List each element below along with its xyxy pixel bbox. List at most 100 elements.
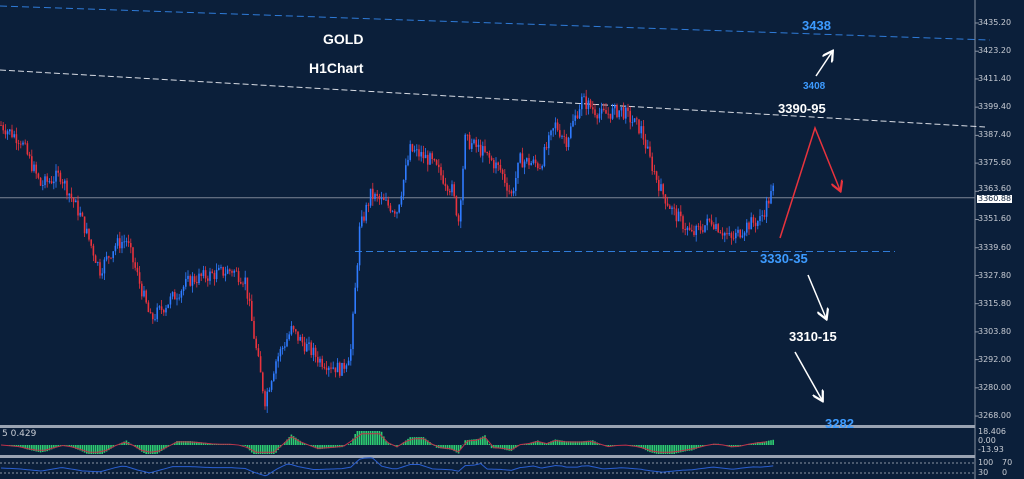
candle-body <box>719 232 722 234</box>
y-tick-label: 3315.80 <box>978 298 1012 308</box>
candle-body <box>253 320 255 339</box>
candle-body <box>583 96 585 98</box>
candle-body <box>112 251 114 258</box>
candle-body <box>429 153 431 165</box>
candle-body <box>730 233 733 238</box>
candle-body <box>622 107 625 119</box>
candle-body <box>468 134 471 149</box>
candle-body <box>534 159 537 164</box>
candle-body <box>279 349 282 357</box>
candle-body <box>22 142 24 145</box>
candle-body <box>618 110 620 118</box>
candle-body <box>611 108 614 119</box>
candle-body <box>101 273 103 276</box>
candle-body <box>616 105 618 118</box>
candle-body <box>301 336 304 343</box>
candle-body <box>138 272 141 284</box>
candle-body <box>57 170 59 173</box>
candle-body <box>737 229 739 233</box>
candle-body <box>325 367 328 371</box>
candle-body <box>416 149 418 151</box>
candle-body <box>127 241 130 244</box>
candle-body <box>79 212 81 216</box>
candle-body <box>761 215 763 217</box>
candle-body <box>215 269 218 280</box>
candle-body <box>356 265 359 288</box>
candle-body <box>145 290 147 303</box>
candle-body <box>6 131 9 135</box>
candle-body <box>9 129 11 132</box>
candle-body <box>554 122 557 129</box>
candle-body <box>123 241 125 243</box>
candle-body <box>64 180 66 184</box>
candle-body <box>26 143 29 155</box>
candle-body <box>235 270 238 272</box>
candle-body <box>743 232 746 236</box>
candle-body <box>130 243 132 248</box>
candle-body <box>559 130 561 137</box>
candle-body <box>581 96 583 110</box>
candle-body <box>585 96 587 110</box>
candle-body <box>693 231 695 236</box>
candle-body <box>53 181 55 184</box>
candle-body <box>303 342 306 352</box>
candle-body <box>464 134 466 169</box>
candle-body <box>339 362 341 376</box>
candle-body <box>457 215 460 222</box>
annotation-3438: 3438 <box>802 18 831 33</box>
candle-body <box>750 217 752 230</box>
candle-body <box>37 173 40 178</box>
candle-body <box>596 115 598 119</box>
candle-body <box>526 158 528 162</box>
candle-body <box>321 358 323 367</box>
candle-body <box>46 176 48 182</box>
candle-body <box>97 262 99 264</box>
annotation-3310-15: 3310-15 <box>789 329 837 344</box>
candle-body <box>306 343 308 352</box>
candle-body <box>374 193 376 199</box>
candle-body <box>369 188 372 206</box>
candle-body <box>174 292 176 300</box>
candle-body <box>354 287 356 314</box>
arrow-down-icon <box>794 351 822 400</box>
candle-body <box>752 217 755 223</box>
y-tick-label: 3292.00 <box>978 354 1012 364</box>
candle-body <box>669 205 671 209</box>
candle-body <box>484 146 486 152</box>
candle-body <box>365 204 367 221</box>
candle-body <box>567 137 570 148</box>
candle-body <box>640 126 642 134</box>
candle-body <box>99 262 101 276</box>
candle-body <box>20 143 22 145</box>
candle-body <box>352 313 354 350</box>
candle-body <box>433 159 436 161</box>
panel-separator <box>0 425 975 428</box>
candle-body <box>4 130 7 135</box>
candle-body <box>548 135 550 149</box>
candle-body <box>193 276 196 282</box>
candle-body <box>108 256 110 258</box>
candle-body <box>629 110 631 123</box>
candle-body <box>136 267 139 273</box>
candle-body <box>292 326 295 330</box>
chart-subtitle: H1Chart <box>309 60 364 76</box>
candle-body <box>202 270 205 276</box>
candle-body <box>609 113 612 119</box>
candle-body <box>178 297 180 299</box>
candle-body <box>224 273 227 276</box>
candle-body <box>50 181 53 184</box>
candle-body <box>125 241 128 242</box>
candle-body <box>402 179 405 196</box>
candle-body <box>143 290 145 297</box>
candle-body <box>539 168 541 169</box>
candle-body <box>695 225 697 236</box>
candle-body <box>512 190 515 194</box>
candle-body <box>702 230 704 232</box>
candle-body <box>189 275 191 286</box>
candle-body <box>394 211 396 214</box>
candle-body <box>666 203 669 206</box>
candle-body <box>220 267 222 268</box>
rsi-tick: 70 <box>1002 458 1013 467</box>
candle-body <box>772 185 774 192</box>
